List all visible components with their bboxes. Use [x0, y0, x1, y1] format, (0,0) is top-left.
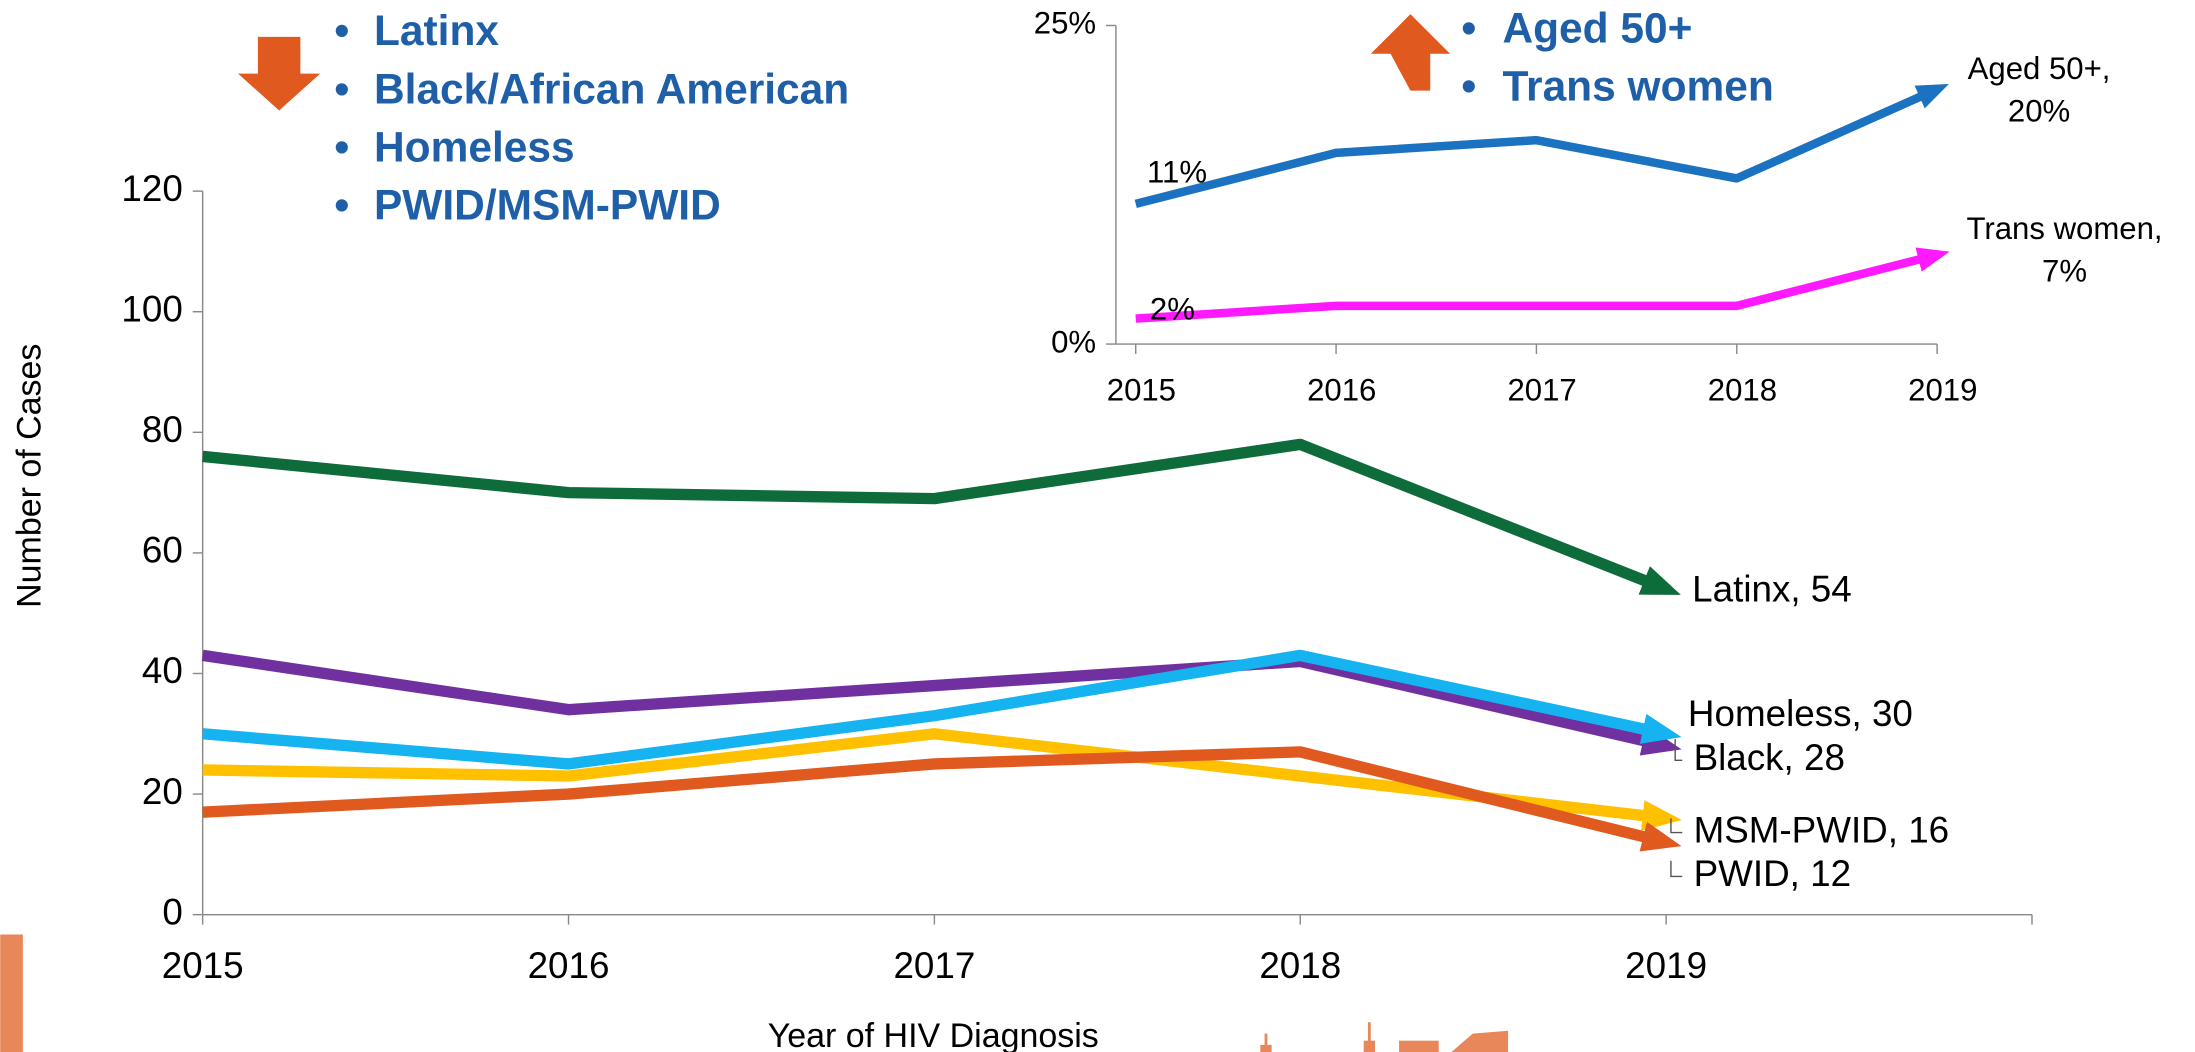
bullet-text: Aged 50+: [1502, 4, 1692, 51]
end-label: Homeless, 30: [1688, 693, 1913, 734]
start-label: 2%: [1150, 292, 1195, 327]
arrow-head: [1915, 247, 1950, 272]
up-arrow: [1370, 14, 1451, 91]
end-label: PWID, 12: [1694, 853, 1851, 894]
x-tick-label: 2015: [1107, 372, 1176, 407]
y-axis-title: Number of Cases: [10, 344, 48, 608]
x-tick-label: 2017: [893, 945, 975, 986]
arrow-head: [1638, 566, 1681, 595]
bullet: •: [1461, 62, 1476, 109]
x-tick-label: 2019: [1625, 945, 1707, 986]
x-tick-label: 2018: [1259, 945, 1341, 986]
line-series: [201, 649, 1655, 749]
down-arrow: [238, 36, 321, 111]
bullet: •: [334, 181, 349, 228]
x-tick-label: 2017: [1507, 372, 1576, 407]
line-series: [202, 728, 1654, 823]
y-tick-label: 0: [162, 891, 182, 932]
bullet-text: Homeless: [374, 123, 575, 170]
end-label: Latinx, 54: [1692, 569, 1852, 610]
arrow-head: [1639, 821, 1682, 852]
end-label: 7%: [2042, 253, 2087, 288]
end-label: Black, 28: [1694, 737, 1845, 778]
line-series: [1134, 89, 1929, 209]
skyline: [1260, 1022, 1509, 1052]
y-tick-label: 60: [142, 530, 183, 571]
end-label: Trans women,: [1967, 211, 2163, 246]
line-series: [202, 746, 1655, 845]
leader-line: [1674, 739, 1683, 762]
bullet-text: PWID/MSM-PWID: [374, 181, 721, 228]
start-label: 11%: [1147, 154, 1207, 189]
arrow-head: [1641, 800, 1682, 831]
bullet: •: [334, 65, 349, 112]
end-label: MSM-PWID, 16: [1694, 809, 1950, 850]
bullet: •: [334, 123, 349, 170]
x-tick-label: 2016: [528, 945, 610, 986]
line-series: [1135, 253, 1928, 323]
bullet-text: Black/African American: [374, 65, 849, 112]
bullet-text: Latinx: [374, 7, 499, 54]
bullet: •: [334, 7, 349, 54]
leader-line: [1670, 818, 1683, 834]
line-series: [202, 649, 1655, 770]
x-tick-label: 2016: [1307, 372, 1376, 407]
leader-line: [1670, 860, 1683, 878]
end-label: 20%: [2008, 93, 2070, 128]
x-tick-label: 2015: [162, 945, 244, 986]
side-bar: [0, 934, 23, 1052]
y-tick-label: 120: [121, 168, 182, 209]
bullet-text: Trans women: [1502, 62, 1773, 109]
x-tick-label: 2019: [1908, 372, 1977, 407]
end-label: Aged 50+,: [1968, 51, 2111, 86]
y-tick-label: 40: [142, 650, 183, 691]
arrow-head: [1639, 713, 1682, 744]
y-tick-label: 100: [121, 288, 182, 329]
y-tick-label: 80: [142, 409, 183, 450]
x-tick-label: 2018: [1708, 372, 1777, 407]
y-tick-label: 25%: [1034, 6, 1096, 41]
arrow-head: [1914, 83, 1949, 109]
line-series: [202, 438, 1656, 590]
x-axis-title: Year of HIV Diagnosis: [768, 1017, 1099, 1052]
y-tick-label: 0%: [1051, 324, 1096, 359]
bullet: •: [1461, 4, 1476, 51]
y-tick-label: 20: [142, 771, 183, 812]
